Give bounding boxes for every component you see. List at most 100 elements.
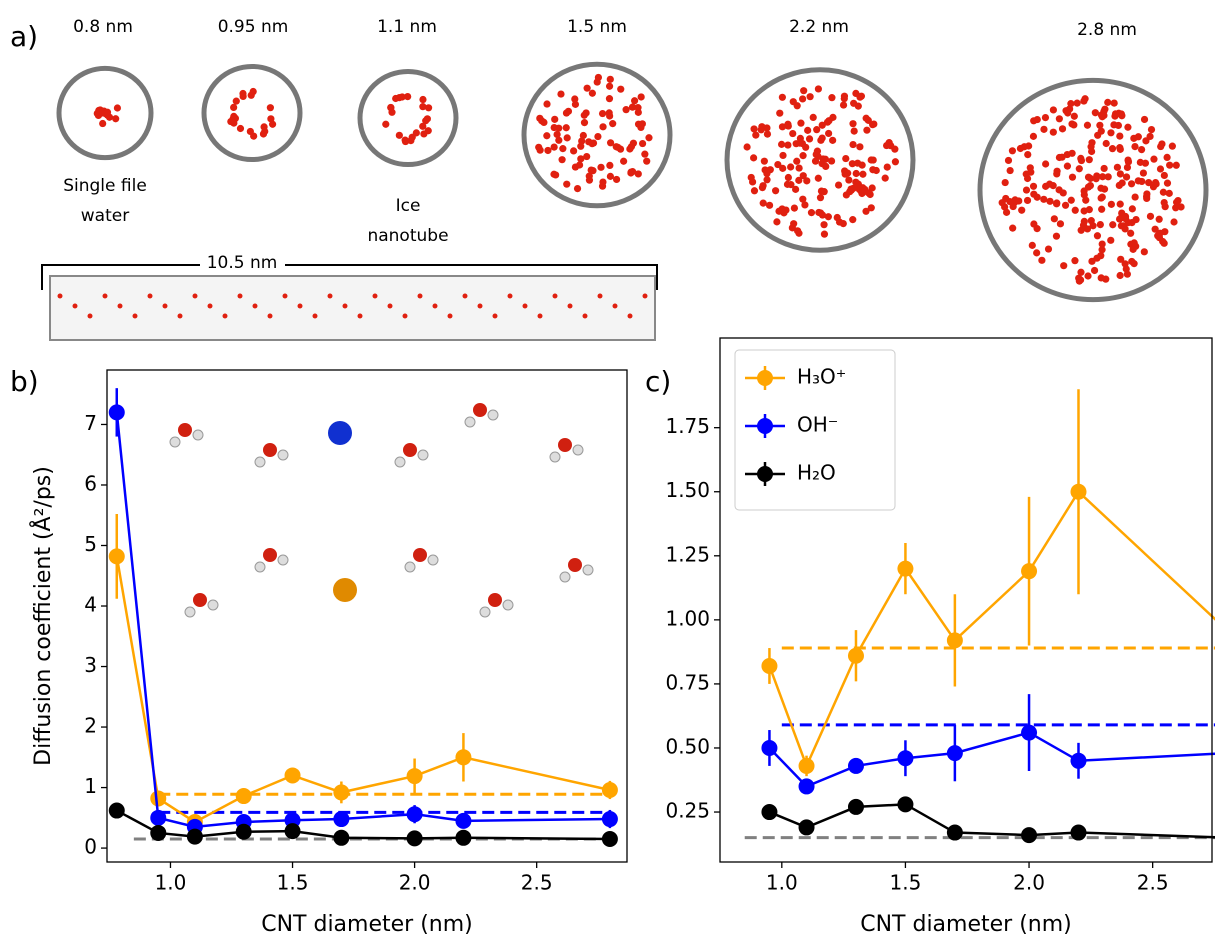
water-atom	[358, 314, 363, 319]
water-atom	[835, 181, 842, 188]
water-atom	[825, 130, 832, 137]
water-atom	[606, 95, 613, 102]
water-atom	[419, 103, 426, 110]
molecule	[263, 548, 277, 562]
water-atom	[373, 294, 378, 299]
water-atom	[58, 294, 63, 299]
data-point	[602, 782, 618, 798]
water-atom	[884, 163, 891, 170]
water-atom	[847, 185, 854, 192]
water-atom	[1042, 183, 1049, 190]
water-atom	[1099, 194, 1106, 201]
data-point	[1070, 825, 1086, 841]
water-atom	[1097, 221, 1104, 228]
caption: Ice	[396, 196, 421, 216]
data-point	[1070, 484, 1086, 500]
water-atom	[1137, 159, 1144, 166]
water-atom	[1156, 216, 1163, 223]
water-atom	[572, 101, 579, 108]
water-atom	[629, 104, 636, 111]
water-atom	[752, 132, 759, 139]
water-atom	[1119, 179, 1126, 186]
water-atom	[870, 120, 877, 127]
water-atom	[1140, 169, 1147, 176]
water-atom	[88, 314, 93, 319]
molecule	[185, 607, 195, 617]
water-atom	[1078, 157, 1085, 164]
water-atom	[1169, 143, 1176, 150]
water-atom	[1114, 164, 1121, 171]
water-atom	[478, 304, 483, 309]
molecule	[568, 558, 582, 572]
diameter-label: 0.8 nm	[73, 17, 133, 37]
water-atom	[1098, 246, 1105, 253]
water-atom	[538, 314, 543, 319]
water-atom	[892, 158, 899, 165]
data-point	[799, 778, 815, 794]
water-atom	[607, 173, 614, 180]
water-atom	[233, 98, 240, 105]
water-atom	[163, 304, 168, 309]
water-atom	[598, 294, 603, 299]
water-atom	[776, 110, 783, 117]
water-atom	[606, 162, 613, 169]
water-atom	[535, 144, 542, 151]
water-atom	[1009, 147, 1016, 154]
water-atom	[623, 106, 630, 113]
water-atom	[208, 304, 213, 309]
water-atom	[1042, 114, 1049, 121]
water-atom	[399, 93, 406, 100]
water-atom	[594, 133, 601, 140]
molecule	[405, 562, 415, 572]
water-atom	[578, 137, 585, 144]
water-atom	[1150, 156, 1157, 163]
water-atom	[433, 304, 438, 309]
water-atom	[260, 123, 267, 130]
water-atom	[797, 120, 804, 127]
molecule	[328, 421, 352, 445]
data-point	[602, 831, 618, 847]
molecule	[193, 593, 207, 607]
water-atom	[794, 102, 801, 109]
y-tick-label: 1.00	[665, 606, 710, 630]
data-point	[1021, 827, 1037, 843]
water-atom	[1080, 187, 1087, 194]
y-tick-label: 0	[84, 835, 97, 859]
water-atom	[828, 94, 835, 101]
water-atom	[840, 220, 847, 227]
water-atom	[551, 116, 558, 123]
water-atom	[792, 186, 799, 193]
data-point	[333, 784, 349, 800]
water-atom	[863, 115, 870, 122]
water-atom	[283, 294, 288, 299]
water-atom	[630, 140, 637, 147]
water-atom	[1098, 206, 1105, 213]
water-atom	[800, 87, 807, 94]
water-atom	[1074, 100, 1081, 107]
water-atom	[253, 304, 258, 309]
water-atom	[588, 166, 595, 173]
water-atom	[822, 163, 829, 170]
water-atom	[1123, 265, 1130, 272]
data-point	[947, 745, 963, 761]
water-atom	[1157, 143, 1164, 150]
water-atom	[1109, 145, 1116, 152]
data-point	[799, 819, 815, 835]
water-atom	[1131, 239, 1138, 246]
water-atom	[557, 90, 564, 97]
water-atom	[799, 196, 806, 203]
water-atom	[785, 174, 792, 181]
molecule	[480, 607, 490, 617]
water-atom	[73, 304, 78, 309]
y-tick-label: 0.75	[665, 670, 710, 694]
water-atom	[797, 135, 804, 142]
water-atom	[1101, 186, 1108, 193]
water-atom	[583, 153, 590, 160]
water-atom	[581, 119, 588, 126]
tube-cross-section	[204, 66, 300, 159]
figure: a) 0.8 nm 0.95 nm 1.1 nm 1.5 nm 2.2 nm 2…	[0, 0, 1215, 942]
water-atom	[817, 209, 824, 216]
data-point	[1021, 563, 1037, 579]
data-point	[602, 811, 618, 827]
water-atom	[1024, 151, 1031, 158]
